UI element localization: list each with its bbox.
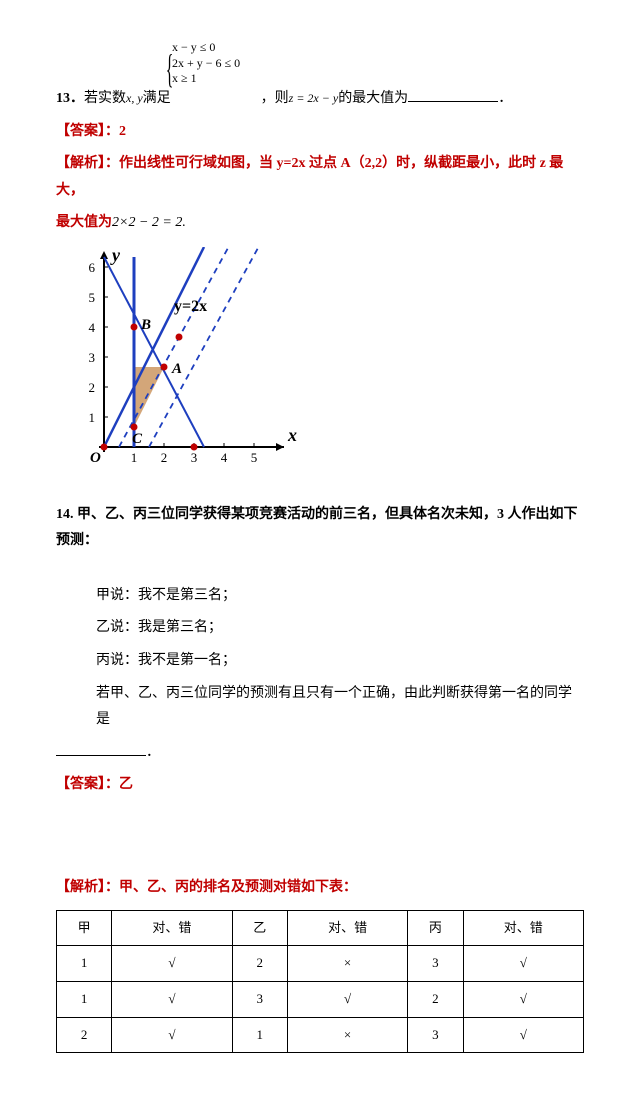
svg-text:5: 5 (89, 290, 96, 305)
table-cell: √ (112, 946, 232, 982)
table-header: 甲 (57, 910, 112, 946)
svg-text:5: 5 (251, 450, 258, 465)
table-cell: 2 (57, 1017, 112, 1053)
q13-answer: 【答案】：2 (56, 119, 584, 146)
table-cell: √ (112, 981, 232, 1017)
table-cell: 3 (408, 946, 463, 982)
svg-text:y: y (110, 247, 121, 265)
q14-stem: 14. 甲、乙、丙三位同学获得某项竞赛活动的前三名，但具体名次未知，3 人作出如… (56, 502, 584, 555)
sys-line-2: 2x + y − 6 ≤ 0 (166, 56, 240, 72)
svg-text:B: B (140, 317, 151, 333)
svg-text:C: C (132, 431, 143, 447)
svg-text:4: 4 (221, 450, 228, 465)
q13-stem: { x − y ≤ 0 2x + y − 6 ≤ 0 x ≥ 1 13．若实数x… (56, 48, 584, 113)
feasibility-region-chart: 1 2 3 4 5 1 2 3 4 5 6 Ox y y=2x A B C (74, 247, 314, 477)
table-cell: 1 (57, 946, 112, 982)
svg-text:2: 2 (89, 380, 96, 395)
table-cell: 3 (232, 981, 287, 1017)
table-row: 1√2×3√ (57, 946, 584, 982)
q14-line-b: 乙说：我是第三名； (56, 615, 584, 642)
svg-text:1: 1 (131, 450, 138, 465)
svg-text:3: 3 (89, 350, 96, 365)
q14-line-a: 甲说：我不是第三名； (56, 583, 584, 610)
q13-explanation-2: 最大值为2×2 − 2 = 2. (56, 210, 584, 237)
table-cell: 2 (408, 981, 463, 1017)
table-header: 对、错 (463, 910, 583, 946)
q14-answer: 【答案】：乙 (56, 772, 584, 799)
svg-text:1: 1 (89, 410, 96, 425)
table-header: 对、错 (287, 910, 407, 946)
svg-text:4: 4 (89, 320, 96, 335)
svg-text:O: O (90, 450, 101, 466)
q14-number: 14. (56, 507, 77, 522)
q13-explanation-1: 【解析】：作出线性可行域如图，当 y=2x 过点 A（2,2）时，纵截距最小，此… (56, 151, 584, 204)
svg-text:3: 3 (191, 450, 198, 465)
table-cell: × (287, 1017, 407, 1053)
table-cell: √ (463, 981, 583, 1017)
table-cell: 3 (408, 1017, 463, 1053)
table-header: 乙 (232, 910, 287, 946)
table-header: 丙 (408, 910, 463, 946)
q14-table: 甲对、错乙对、错丙对、错 1√2×3√1√3√2√2√1×3√ (56, 910, 584, 1054)
q14-explanation: 【解析】：甲、乙、丙的排名及预测对错如下表： (56, 875, 584, 902)
sys-line-1: x − y ≤ 0 (166, 40, 240, 56)
svg-text:A: A (171, 361, 182, 377)
q14-line-c: 丙说：我不是第一名； (56, 648, 584, 675)
table-cell: √ (463, 1017, 583, 1053)
table-row: 2√1×3√ (57, 1017, 584, 1053)
table-row: 1√3√2√ (57, 981, 584, 1017)
table-cell: √ (463, 946, 583, 982)
table-cell: × (287, 946, 407, 982)
q14-conclusion: 若甲、乙、丙三位同学的预测有且只有一个正确，由此判断获得第一名的同学是 (56, 681, 584, 734)
table-cell: √ (287, 981, 407, 1017)
svg-text:y=2x: y=2x (174, 298, 207, 315)
q13-chart: 1 2 3 4 5 1 2 3 4 5 6 Ox y y=2x A B C (74, 247, 584, 488)
table-cell: 1 (57, 981, 112, 1017)
svg-text:2: 2 (161, 450, 168, 465)
blank-q14 (56, 742, 146, 756)
table-cell: 2 (232, 946, 287, 982)
q13-number: 13． (56, 91, 84, 106)
blank-q13 (408, 88, 498, 102)
sys-line-3: x ≥ 1 (166, 71, 240, 87)
q14-blank-row: ． (56, 740, 584, 767)
table-header: 对、错 (112, 910, 232, 946)
table-cell: 1 (232, 1017, 287, 1053)
table-cell: √ (112, 1017, 232, 1053)
svg-text:6: 6 (89, 260, 96, 275)
svg-text:x: x (287, 425, 297, 445)
